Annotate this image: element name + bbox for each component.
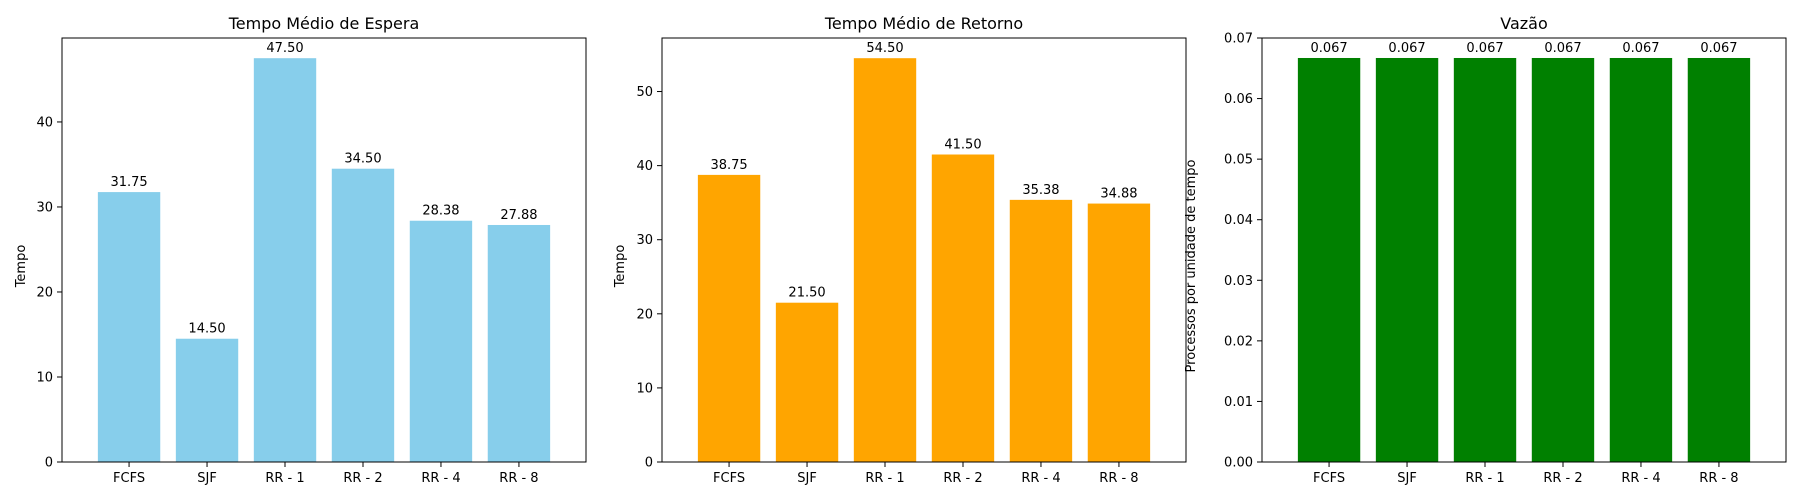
bar-value-label: 14.50 xyxy=(188,322,225,337)
bar xyxy=(1609,57,1673,462)
x-tick-label: RR - 8 xyxy=(499,471,538,486)
plot-frame xyxy=(1261,37,1787,463)
bar xyxy=(175,338,239,462)
y-axis-label: Tempo xyxy=(14,245,29,289)
x-tick-label: RR - 1 xyxy=(265,471,304,486)
bar xyxy=(697,174,761,462)
bar xyxy=(853,58,917,462)
bar xyxy=(331,168,395,462)
y-tick-label: 30 xyxy=(36,200,53,215)
bar xyxy=(1531,57,1595,462)
chart-title: Tempo Médio de Espera xyxy=(228,14,420,33)
x-tick-label: RR - 1 xyxy=(865,471,904,486)
y-tick-label: 0.04 xyxy=(1224,213,1253,228)
bar-value-label: 28.38 xyxy=(422,204,459,219)
plot-frame xyxy=(661,37,1187,463)
y-axis-label: Tempo xyxy=(613,245,628,289)
y-axis-label: Processos por unidade de tempo xyxy=(1184,160,1199,373)
y-tick-label: 0.01 xyxy=(1224,395,1253,410)
bar-value-label: 47.50 xyxy=(266,41,303,56)
x-tick-label: RR - 4 xyxy=(1621,471,1660,486)
bar xyxy=(409,220,473,462)
bar xyxy=(1087,203,1151,463)
plot-frame xyxy=(61,37,587,463)
x-tick-label: RR - 2 xyxy=(343,471,382,486)
x-tick-label: RR - 8 xyxy=(1699,471,1738,486)
x-tick-label: SJF xyxy=(197,471,217,486)
y-tick-label: 0.07 xyxy=(1224,32,1253,47)
y-tick-label: 0 xyxy=(45,456,53,471)
subplot-throughput: Vazão Processos por unidade de tempo 0.0… xyxy=(1184,14,1787,486)
bar-value-label: 0.067 xyxy=(1622,41,1659,56)
x-tick-label: RR - 4 xyxy=(1021,471,1060,486)
x-tick-label: SJF xyxy=(1397,471,1417,486)
y-tick-label: 20 xyxy=(636,307,653,322)
bar xyxy=(1453,57,1517,462)
bar xyxy=(1297,57,1361,462)
y-tick-label: 30 xyxy=(636,233,653,248)
bar-value-label: 38.75 xyxy=(710,158,747,173)
bar-value-label: 0.067 xyxy=(1544,41,1581,56)
x-tick-label: FCFS xyxy=(113,471,145,486)
bar xyxy=(1375,57,1439,462)
chart-title: Vazão xyxy=(1500,14,1548,33)
y-tick-label: 50 xyxy=(636,85,653,100)
x-tick-label: RR - 4 xyxy=(421,471,460,486)
bar xyxy=(931,154,995,462)
bar xyxy=(487,224,551,462)
bar xyxy=(253,58,317,462)
bar xyxy=(1009,199,1073,462)
bar-value-label: 0.067 xyxy=(1310,41,1347,56)
y-tick-label: 40 xyxy=(36,115,53,130)
subplot-waiting-time: Tempo Médio de Espera Tempo 31.75 14.50 47… xyxy=(14,14,587,486)
x-tick-label: RR - 2 xyxy=(943,471,982,486)
x-tick-label: RR - 1 xyxy=(1465,471,1504,486)
bar-value-label: 34.88 xyxy=(1100,187,1137,202)
x-tick-label: SJF xyxy=(797,471,817,486)
subplot-turnaround-time: Tempo Médio de Retorno Tempo 38.75 21.50 5… xyxy=(613,14,1187,486)
y-tick-label: 40 xyxy=(636,159,653,174)
bar-value-label: 34.50 xyxy=(344,152,381,167)
bar xyxy=(775,302,839,462)
bar-value-label: 31.75 xyxy=(110,175,147,190)
y-tick-label: 10 xyxy=(36,370,53,385)
y-tick-label: 0 xyxy=(645,456,653,471)
bar-value-label: 27.88 xyxy=(500,208,537,223)
y-tick-label: 10 xyxy=(636,381,653,396)
x-tick-label: FCFS xyxy=(713,471,745,486)
y-tick-label: 20 xyxy=(36,285,53,300)
bar-value-label: 0.067 xyxy=(1388,41,1425,56)
chart-title: Tempo Médio de Retorno xyxy=(824,14,1023,33)
bar-value-label: 41.50 xyxy=(944,138,981,153)
y-tick-label: 0.06 xyxy=(1224,92,1253,107)
x-tick-label: RR - 2 xyxy=(1543,471,1582,486)
y-tick-label: 0.00 xyxy=(1224,456,1253,471)
bar-value-label: 21.50 xyxy=(788,286,825,301)
bar-value-label: 54.50 xyxy=(866,41,903,56)
y-tick-label: 0.05 xyxy=(1224,153,1253,168)
bar-value-label: 35.38 xyxy=(1022,183,1059,198)
bar-value-label: 0.067 xyxy=(1700,41,1737,56)
x-tick-label: FCFS xyxy=(1313,471,1345,486)
bar-value-label: 0.067 xyxy=(1466,41,1503,56)
y-tick-label: 0.03 xyxy=(1224,274,1253,289)
x-tick-label: RR - 8 xyxy=(1099,471,1138,486)
y-tick-label: 0.02 xyxy=(1224,334,1253,349)
bar xyxy=(97,192,161,463)
bar xyxy=(1687,57,1751,462)
